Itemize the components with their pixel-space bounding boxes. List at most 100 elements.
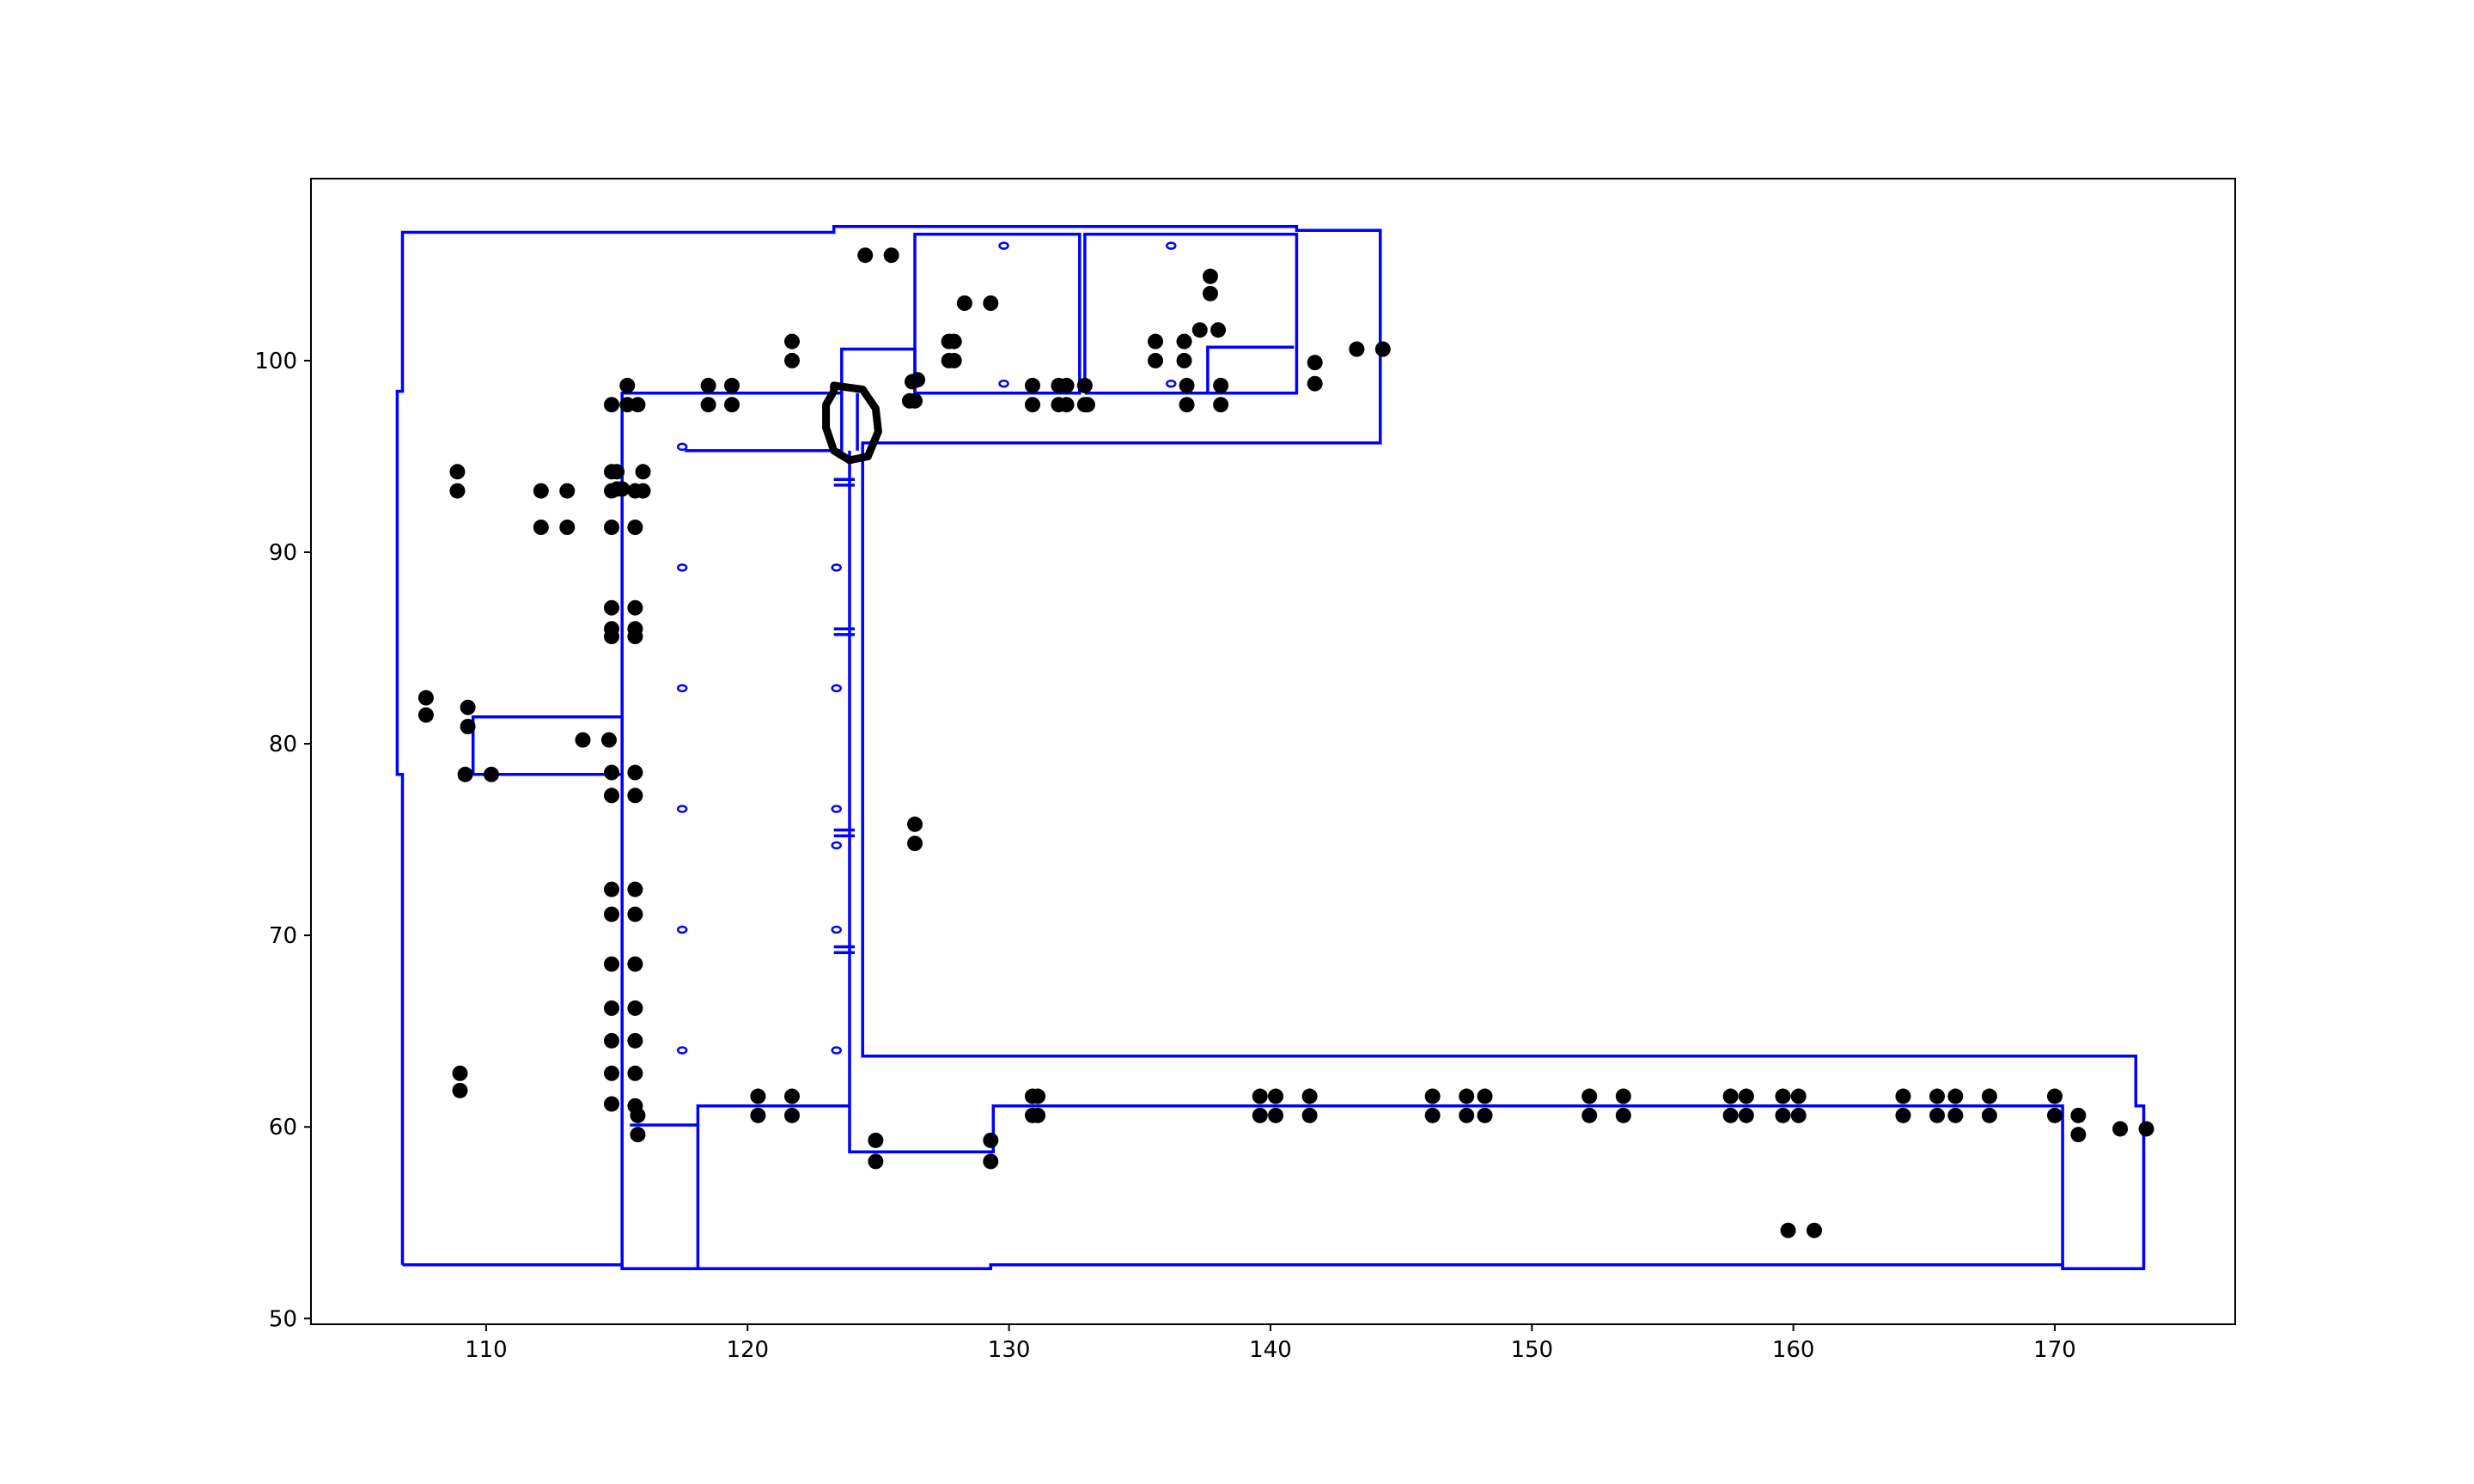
- scatter-point: [627, 906, 643, 922]
- scatter-point: [1349, 341, 1365, 357]
- annotation-stroke: [822, 381, 882, 465]
- scatter-point: [630, 1127, 646, 1143]
- scatter-point: [1210, 322, 1227, 338]
- scatter-point: [609, 464, 625, 480]
- scatter-point: [460, 699, 476, 715]
- scatter-point: [604, 764, 619, 781]
- scatter-point: [460, 719, 476, 734]
- scatter-point: [604, 956, 619, 972]
- scatter-point: [1176, 333, 1192, 350]
- ring-marker: [1166, 241, 1177, 250]
- y-tick-label: 70: [269, 923, 297, 949]
- scatter-point: [2047, 1088, 2063, 1104]
- scatter-point: [1722, 1107, 1739, 1123]
- scatter-point: [627, 599, 643, 616]
- scatter-point: [1981, 1107, 1997, 1123]
- scatter-point: [604, 397, 619, 413]
- scatter-point: [1424, 1088, 1441, 1104]
- scatter-point: [1148, 333, 1164, 350]
- scatter-point: [1581, 1107, 1598, 1123]
- scatter-point: [1058, 377, 1075, 393]
- scatter-point: [868, 1153, 884, 1170]
- scatter-point: [1424, 1107, 1441, 1123]
- scatter-point: [1581, 1088, 1598, 1104]
- ring-marker: [676, 684, 688, 693]
- scatter-point: [1179, 397, 1195, 413]
- scatter-point: [857, 247, 874, 264]
- scatter-point: [1459, 1107, 1475, 1123]
- scatter-point: [627, 956, 643, 972]
- scatter-point: [627, 1000, 643, 1016]
- scatter-point: [1202, 268, 1218, 284]
- scatter-point: [1268, 1088, 1284, 1104]
- scatter-point: [484, 766, 499, 782]
- x-tick-label: 170: [2033, 1337, 2076, 1363]
- hand-drawn-circle-annotation: [822, 381, 882, 465]
- scatter-point: [1301, 1088, 1318, 1104]
- scatter-point: [2138, 1121, 2154, 1137]
- x-tick-label: 150: [1510, 1337, 1553, 1363]
- scatter-point: [604, 906, 619, 922]
- scatter-point: [1615, 1107, 1631, 1123]
- ring-marker: [831, 925, 842, 934]
- scatter-point: [1252, 1107, 1268, 1123]
- scatter-point: [784, 1107, 800, 1123]
- scatter-point: [1374, 341, 1391, 357]
- scatter-point: [1025, 397, 1040, 413]
- scatter-point: [627, 764, 643, 781]
- ring-marker: [676, 563, 688, 572]
- scatter-point: [559, 483, 576, 499]
- ring-marker: [676, 925, 688, 934]
- scatter-point: [1213, 377, 1229, 393]
- scatter-point: [1895, 1107, 1911, 1123]
- scatter-point: [700, 397, 716, 413]
- scatter-point: [1807, 1222, 1822, 1238]
- outline-segment: [848, 450, 2064, 1269]
- scatter-point: [600, 732, 617, 748]
- y-tick-label: 60: [269, 1115, 297, 1140]
- scatter-point: [1738, 1107, 1754, 1123]
- scatter-point: [946, 333, 962, 350]
- scatter-point: [1929, 1088, 1946, 1104]
- scatter-point: [1025, 377, 1040, 393]
- scatter-point: [2070, 1127, 2087, 1143]
- scatter-point: [750, 1088, 766, 1104]
- y-tick-label: 90: [269, 540, 297, 566]
- scatter-point: [1191, 322, 1208, 338]
- axes-frame: [310, 178, 2236, 1325]
- outline-segment: [1083, 232, 1299, 395]
- x-tick-label: 120: [726, 1337, 769, 1363]
- scatter-point: [1477, 1107, 1493, 1123]
- small-ring-markers: [676, 241, 1177, 1055]
- scatter-point: [452, 1065, 468, 1081]
- scatter-point: [627, 788, 643, 804]
- ring-marker: [831, 563, 842, 572]
- scatter-point: [575, 732, 591, 748]
- scatter-point: [910, 372, 926, 388]
- scatter-point: [1058, 397, 1075, 413]
- scatter-point: [604, 1000, 619, 1016]
- ring-marker: [998, 379, 1009, 388]
- scatter-point: [1981, 1088, 1997, 1104]
- scatter-point: [1176, 352, 1192, 368]
- scatter-point: [868, 1132, 884, 1148]
- scatter-point: [784, 1088, 800, 1104]
- scatter-point: [784, 333, 800, 350]
- scatter-point: [619, 377, 636, 393]
- scatter-point: [1929, 1107, 1946, 1123]
- scatter-point: [604, 1032, 619, 1049]
- scatter-point: [627, 881, 643, 897]
- scatter-point: [604, 881, 619, 897]
- scatter-point: [784, 352, 800, 368]
- scatter-point: [630, 1107, 646, 1123]
- scatter-point: [1213, 397, 1229, 413]
- scatter-point: [417, 690, 434, 706]
- scatter-point: [907, 392, 923, 409]
- scatter-point: [604, 1096, 619, 1112]
- scatter-point: [1947, 1088, 1964, 1104]
- scatter-point: [457, 766, 473, 782]
- scatter-point: [2112, 1121, 2129, 1137]
- scatter-point: [1895, 1088, 1911, 1104]
- outline-segment: [696, 1104, 850, 1269]
